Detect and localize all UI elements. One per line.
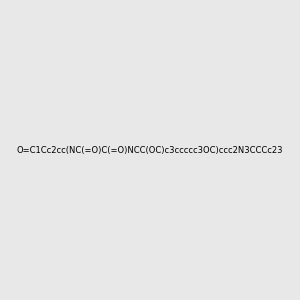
Text: O=C1Cc2cc(NC(=O)C(=O)NCC(OC)c3ccccc3OC)ccc2N3CCCc23: O=C1Cc2cc(NC(=O)C(=O)NCC(OC)c3ccccc3OC)c… <box>17 146 283 154</box>
